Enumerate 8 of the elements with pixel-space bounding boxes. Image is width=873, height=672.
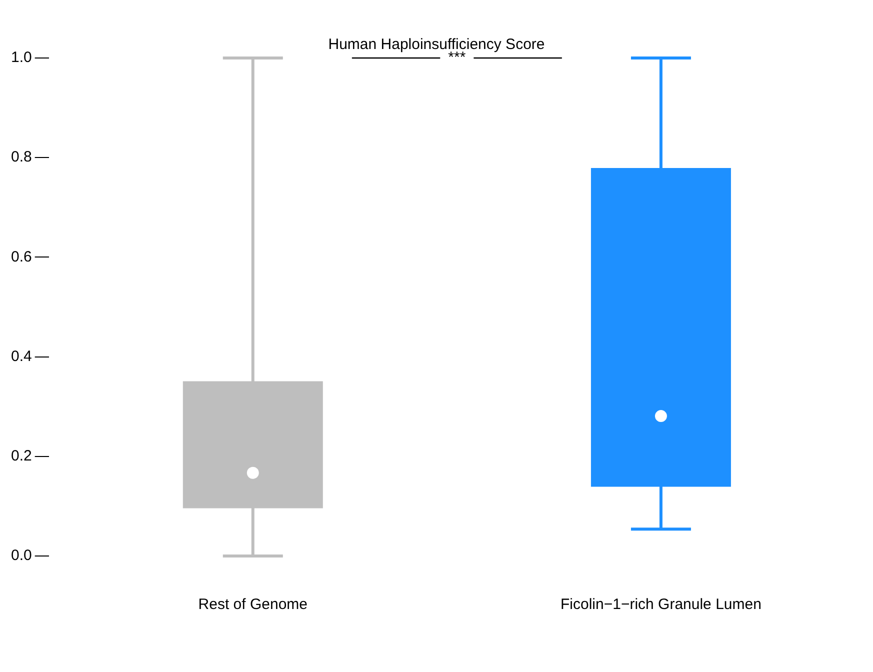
x-tick-label: Rest of Genome [198, 596, 308, 614]
y-tick-label: 0.2 [10, 448, 32, 465]
y-tick-label: 0.6 [10, 248, 32, 266]
y-tick-label: 0.8 [10, 148, 32, 166]
y-tick-label: 0.4 [10, 348, 32, 365]
y-tick-label: 1.0 [10, 49, 32, 66]
x-tick-label: Ficolin−1−rich Granule Lumen [560, 596, 762, 614]
y-tick-label: 0.0 [10, 547, 32, 564]
